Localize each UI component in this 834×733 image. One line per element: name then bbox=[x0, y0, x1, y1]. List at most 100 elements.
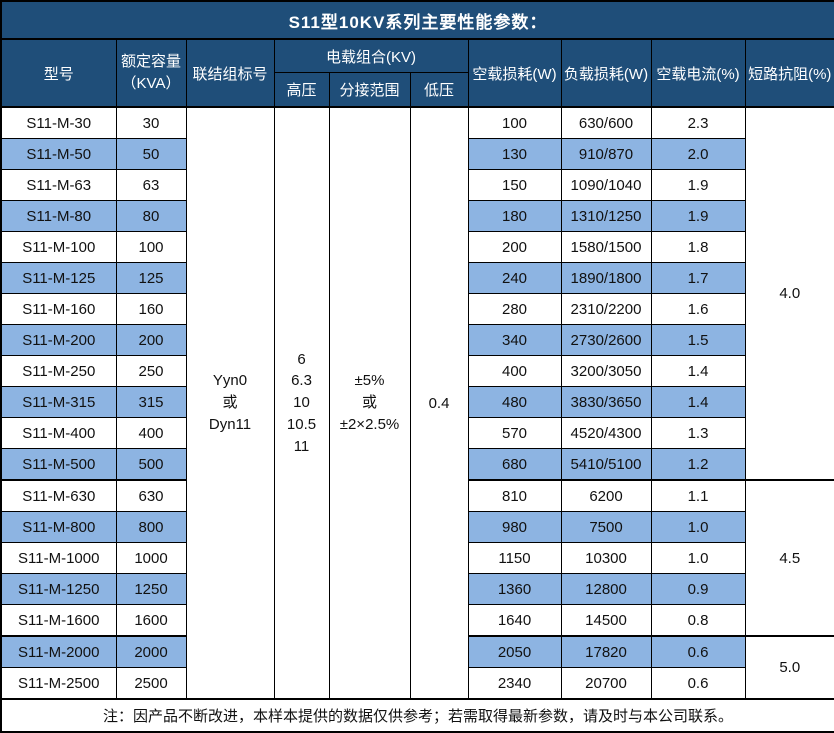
header-row-2: 高压 分接范围 低压 bbox=[1, 72, 834, 108]
table-row: S11-M-125 125 240 1890/1800 1.7 bbox=[0, 262, 834, 294]
capacity-cell: 800 bbox=[115, 511, 187, 543]
no-load-current-cell: 1.1 bbox=[650, 479, 746, 512]
table-row: S11-M-160 160 280 2310/2200 1.6 bbox=[0, 293, 834, 325]
no-load-current-cell: 0.6 bbox=[650, 635, 746, 668]
model-cell: S11-M-2000 bbox=[0, 635, 117, 668]
no-load-current-cell: 1.4 bbox=[650, 386, 746, 418]
model-cell: S11-M-80 bbox=[0, 200, 117, 232]
capacity-cell: 315 bbox=[115, 386, 187, 418]
no-load-loss-cell: 400 bbox=[467, 355, 562, 387]
model-cell: S11-M-50 bbox=[0, 138, 117, 170]
no-load-current-cell: 1.3 bbox=[650, 417, 746, 449]
no-load-current-cell: 1.6 bbox=[650, 293, 746, 325]
table-row: S11-M-30 30 Yyn0 或 Dyn11 6 6.3 10 10.5 1… bbox=[0, 106, 834, 700]
no-load-current-cell: 1.0 bbox=[650, 511, 746, 543]
impedance-group-cell: 5.0 bbox=[744, 635, 834, 700]
model-cell: S11-M-100 bbox=[0, 231, 117, 263]
no-load-current-cell: 0.9 bbox=[650, 573, 746, 605]
hv-values-cell: 6 6.3 10 10.5 11 bbox=[273, 106, 330, 700]
table-row: S11-M-2500 2500 2340 20700 0.6 bbox=[0, 667, 834, 700]
lv-value-cell: 0.4 bbox=[409, 106, 469, 700]
impedance-group-cell: 4.0 bbox=[744, 106, 834, 481]
no-load-current-cell: 1.7 bbox=[650, 262, 746, 294]
header-tap-range: 分接范围 bbox=[328, 72, 411, 108]
no-load-loss-cell: 1150 bbox=[467, 542, 562, 574]
table-row: S11-M-250 250 400 3200/3050 1.4 bbox=[0, 355, 834, 387]
model-cell: S11-M-2500 bbox=[0, 667, 117, 700]
model-cell: S11-M-400 bbox=[0, 417, 117, 449]
model-cell: S11-M-63 bbox=[0, 169, 117, 201]
no-load-loss-cell: 200 bbox=[467, 231, 562, 263]
no-load-loss-cell: 980 bbox=[467, 511, 562, 543]
model-cell: S11-M-1000 bbox=[0, 542, 117, 574]
header-lv: 低压 bbox=[409, 72, 469, 108]
no-load-loss-cell: 340 bbox=[467, 324, 562, 356]
load-loss-cell: 12800 bbox=[560, 573, 652, 605]
header-row-1: 型号 额定容量 （KVA） 联结组标号 电载组合(KV) 空载损耗(W) 负载损… bbox=[0, 38, 834, 108]
no-load-loss-cell: 240 bbox=[467, 262, 562, 294]
load-loss-cell: 7500 bbox=[560, 511, 652, 543]
header-voltage-combo: 电载组合(KV) bbox=[273, 38, 469, 73]
table-row: S11-M-200 200 340 2730/2600 1.5 bbox=[0, 324, 834, 356]
table-row: S11-M-800 800 980 7500 1.0 bbox=[0, 511, 834, 543]
capacity-cell: 400 bbox=[115, 417, 187, 449]
capacity-cell: 160 bbox=[115, 293, 187, 325]
no-load-current-cell: 1.5 bbox=[650, 324, 746, 356]
table-row: S11-M-1600 1600 1640 14500 0.8 bbox=[0, 604, 834, 637]
load-loss-cell: 5410/5100 bbox=[560, 448, 652, 481]
no-load-current-cell: 1.8 bbox=[650, 231, 746, 263]
header-impedance: 短路抗阻(%) bbox=[744, 38, 834, 108]
model-cell: S11-M-30 bbox=[0, 106, 117, 139]
capacity-cell: 2500 bbox=[115, 667, 187, 700]
capacity-cell: 2000 bbox=[115, 635, 187, 668]
load-loss-cell: 17820 bbox=[560, 635, 652, 668]
no-load-loss-cell: 130 bbox=[467, 138, 562, 170]
load-loss-cell: 2310/2200 bbox=[560, 293, 652, 325]
capacity-cell: 100 bbox=[115, 231, 187, 263]
no-load-current-cell: 2.3 bbox=[650, 106, 746, 139]
no-load-loss-cell: 810 bbox=[467, 479, 562, 512]
no-load-loss-cell: 480 bbox=[467, 386, 562, 418]
no-load-loss-cell: 680 bbox=[467, 448, 562, 481]
capacity-cell: 1600 bbox=[115, 604, 187, 637]
table-row: S11-M-1250 1250 1360 12800 0.9 bbox=[0, 573, 834, 605]
no-load-loss-cell: 2050 bbox=[467, 635, 562, 668]
no-load-current-cell: 1.2 bbox=[650, 448, 746, 481]
header-model: 型号 bbox=[0, 38, 117, 108]
load-loss-cell: 1310/1250 bbox=[560, 200, 652, 232]
header-load-loss: 负载损耗(W) bbox=[560, 38, 652, 108]
connection-group-cell: Yyn0 或 Dyn11 bbox=[185, 106, 275, 700]
no-load-current-cell: 0.8 bbox=[650, 604, 746, 637]
table-row: S11-M-63 63 150 1090/1040 1.9 bbox=[0, 169, 834, 201]
model-cell: S11-M-315 bbox=[0, 386, 117, 418]
no-load-loss-cell: 1640 bbox=[467, 604, 562, 637]
no-load-current-cell: 2.0 bbox=[650, 138, 746, 170]
model-cell: S11-M-160 bbox=[0, 293, 117, 325]
table-row: S11-M-2000 2000 2050 17820 0.6 5.0 bbox=[0, 635, 834, 700]
model-cell: S11-M-200 bbox=[0, 324, 117, 356]
no-load-current-cell: 1.0 bbox=[650, 542, 746, 574]
model-cell: S11-M-800 bbox=[0, 511, 117, 543]
no-load-current-cell: 1.9 bbox=[650, 200, 746, 232]
no-load-loss-cell: 1360 bbox=[467, 573, 562, 605]
no-load-current-cell: 1.4 bbox=[650, 355, 746, 387]
header-capacity: 额定容量 （KVA） bbox=[115, 38, 187, 108]
no-load-loss-cell: 2340 bbox=[467, 667, 562, 700]
load-loss-cell: 1090/1040 bbox=[560, 169, 652, 201]
load-loss-cell: 910/870 bbox=[560, 138, 652, 170]
no-load-loss-cell: 150 bbox=[467, 169, 562, 201]
load-loss-cell: 20700 bbox=[560, 667, 652, 700]
model-cell: S11-M-1250 bbox=[0, 573, 117, 605]
impedance-group-cell: 4.5 bbox=[744, 479, 834, 637]
table-row: S11-M-80 80 180 1310/1250 1.9 bbox=[0, 200, 834, 232]
model-cell: S11-M-1600 bbox=[0, 604, 117, 637]
table-row: S11-M-50 50 130 910/870 2.0 bbox=[0, 138, 834, 170]
no-load-loss-cell: 570 bbox=[467, 417, 562, 449]
load-loss-cell: 3200/3050 bbox=[560, 355, 652, 387]
header-connection: 联结组标号 bbox=[185, 38, 275, 108]
no-load-loss-cell: 280 bbox=[467, 293, 562, 325]
no-load-loss-cell: 180 bbox=[467, 200, 562, 232]
note-row: 注：因产品不断改进，本样本提供的数据仅供参考；若需取得最新参数，请及时与本公司联… bbox=[0, 698, 834, 733]
load-loss-cell: 1890/1800 bbox=[560, 262, 652, 294]
